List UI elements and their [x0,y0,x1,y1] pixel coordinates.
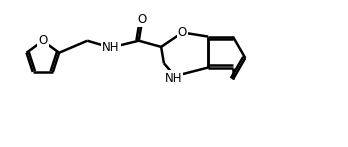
Text: O: O [178,26,187,39]
Text: O: O [137,13,147,26]
Text: NH: NH [164,72,182,85]
Text: O: O [38,34,47,47]
Text: NH: NH [102,41,119,54]
